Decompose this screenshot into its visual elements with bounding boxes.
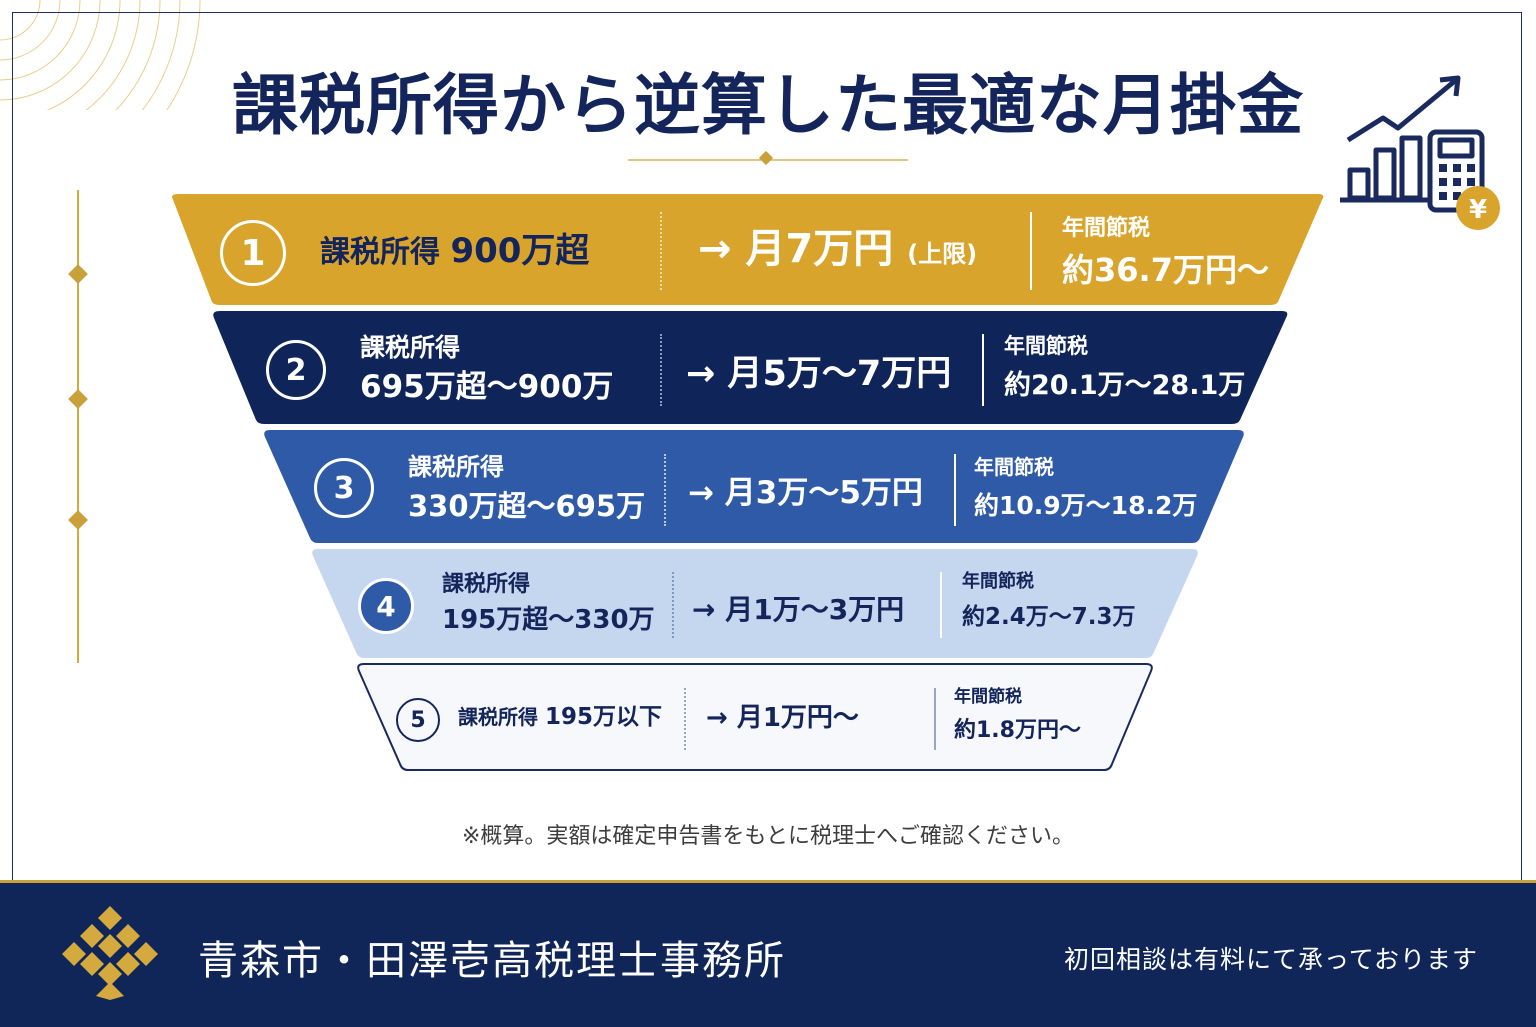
side-rail-decoration xyxy=(68,190,88,663)
tier-5-saving-label: 年間節税 xyxy=(954,687,1022,707)
tier-4-income-label: 課税所得 xyxy=(442,572,531,597)
consultation-note: 初回相談は有料にて承っております xyxy=(1063,945,1478,974)
tier-5-monthly: → 月1万円〜 xyxy=(706,703,859,733)
tier-5-number: 5 xyxy=(396,698,440,742)
footer-bar xyxy=(0,880,1536,1027)
tier-3-divider xyxy=(664,454,666,526)
tier-2-saving-label: 年間節税 xyxy=(1004,334,1088,358)
tier-2-income-label: 課税所得 xyxy=(360,333,461,362)
tier-1-income: 課税所得 900万超 xyxy=(320,231,590,271)
tier-2-divider xyxy=(660,334,662,406)
firm-logo-icon xyxy=(62,906,158,1000)
tier-2-income-range: 695万超〜900万 xyxy=(360,369,614,405)
tier-5-divider xyxy=(684,688,686,750)
tier-1-monthly-amount: → 月7万円 xyxy=(698,226,894,272)
tier-3-divider-2 xyxy=(954,454,956,526)
tier-3-saving-value: 約10.9万〜18.2万 xyxy=(974,491,1198,520)
tier-1-divider-2 xyxy=(1030,212,1032,290)
tier-1-number: 1 xyxy=(220,220,286,286)
tier-1-monthly-note: (上限) xyxy=(907,240,978,268)
title-divider xyxy=(628,150,908,166)
tier-5-income-range: 195万以下 xyxy=(544,704,662,730)
tier-3-saving-label: 年間節税 xyxy=(974,455,1054,479)
tier-1-monthly: → 月7万円 (上限) xyxy=(698,226,977,272)
tier-3-number: 3 xyxy=(314,458,374,518)
page-title: 課税所得から逆算した最適な月掛金 xyxy=(232,67,1304,144)
growth-chart-calculator-icon: ¥ xyxy=(1340,75,1500,230)
tier-2-divider-2 xyxy=(982,334,984,406)
tier-5-income-label: 課税所得 xyxy=(458,705,538,729)
tier-1-divider xyxy=(660,212,662,290)
tier-1-saving-value: 約36.7万円〜 xyxy=(1062,251,1269,289)
tier-5-income: 課税所得 195万以下 xyxy=(458,704,662,730)
tier-5-saving-value: 約1.8万円〜 xyxy=(954,718,1081,743)
firm-name: 青森市・田澤壱高税理士事務所 xyxy=(198,938,786,984)
tier-3-income-label: 課税所得 xyxy=(408,453,504,481)
tier-3-monthly: → 月3万〜5万円 xyxy=(688,475,923,511)
yen-symbol: ¥ xyxy=(1469,195,1487,225)
tier-2-saving-value: 約20.1万〜28.1万 xyxy=(1004,370,1246,401)
tier-3-income-range: 330万超〜695万 xyxy=(408,489,646,523)
tier-4-divider xyxy=(672,572,674,638)
tier-4-saving-label: 年間節税 xyxy=(962,571,1034,592)
tier-5-divider-2 xyxy=(934,688,936,750)
tier-2-monthly: → 月5万〜7万円 xyxy=(686,354,952,394)
tier-4-income-range: 195万超〜330万 xyxy=(442,605,655,635)
tier-4-monthly: → 月1万〜3万円 xyxy=(692,593,905,626)
tier-1-income-label: 課税所得 xyxy=(320,235,440,270)
tier-4-divider-2 xyxy=(940,572,942,638)
tier-4-saving-value: 約2.4万〜7.3万 xyxy=(962,604,1136,630)
tier-4-number: 4 xyxy=(358,578,414,634)
tier-1-income-range: 900万超 xyxy=(450,231,590,271)
tier-1-saving-label: 年間節税 xyxy=(1062,216,1151,241)
disclaimer-note: ※概算。実額は確定申告書をもとに税理士へご確認ください。 xyxy=(462,824,1074,849)
tier-2-number: 2 xyxy=(266,340,326,400)
